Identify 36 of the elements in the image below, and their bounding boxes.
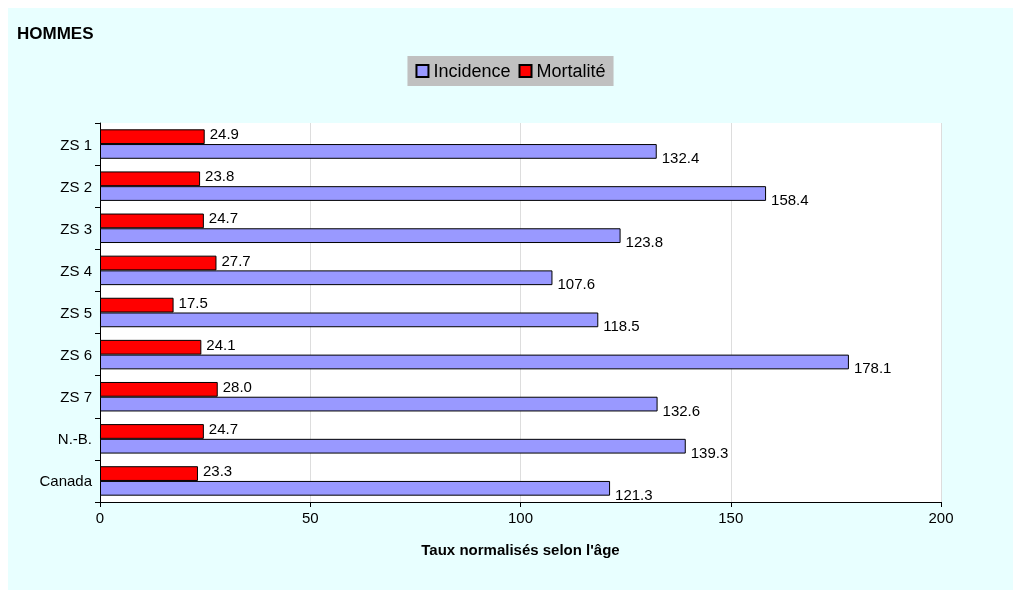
text: 132.4: [661, 148, 700, 166]
chart-title: HOMMES: [17, 24, 94, 43]
x-tick-label: 50: [301, 509, 319, 526]
legend-label: Incidence: [433, 61, 511, 81]
y-tick-label: Canada: [39, 472, 93, 490]
y-tick-label: ZS 6: [60, 346, 92, 364]
text: 123.8: [625, 233, 664, 251]
text: 17.5: [178, 293, 208, 311]
text: 107.6: [557, 275, 595, 293]
text: 28.0: [222, 377, 252, 395]
text: 24.1: [206, 335, 236, 353]
y-tick-label: N.-B.: [57, 430, 92, 448]
x-tick-label: 100: [507, 509, 534, 526]
y-tick-label: ZS 4: [60, 261, 92, 279]
text: 23.3: [202, 462, 233, 480]
x-tick-label: 150: [718, 509, 744, 526]
text: 158.4: [771, 191, 809, 209]
legend-label: Mortalité: [536, 61, 606, 81]
x-axis-title: Taux normalisés selon l'âge: [421, 541, 620, 558]
text: 24.7: [208, 419, 239, 437]
x-tick-label: 0: [95, 509, 105, 526]
text: 121.3: [615, 485, 653, 503]
y-tick-label: ZS 7: [60, 388, 92, 406]
y-tick-label: ZS 5: [60, 304, 92, 321]
y-tick-label: ZS 2: [60, 177, 92, 195]
x-tick-label: 200: [928, 509, 954, 526]
text: 118.5: [603, 317, 640, 335]
text: 178.1: [853, 359, 892, 377]
y-tick-label: ZS 3: [60, 219, 92, 237]
y-tick-label: ZS 1: [60, 135, 92, 153]
text: 24.9: [209, 125, 239, 143]
text: 23.8: [205, 167, 235, 185]
text: 139.3: [690, 443, 729, 461]
text: 27.7: [221, 251, 251, 269]
text: 132.6: [662, 401, 701, 419]
text: 24.7: [208, 209, 239, 227]
